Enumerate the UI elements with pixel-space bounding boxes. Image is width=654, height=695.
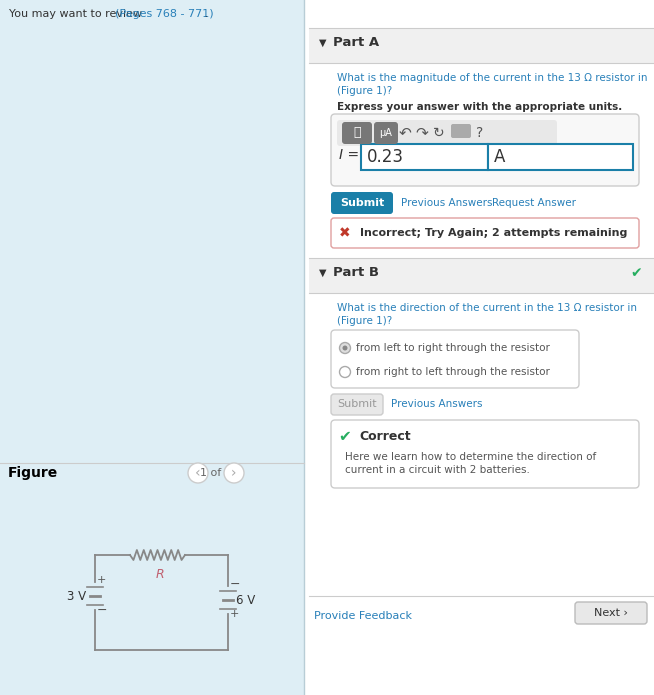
Text: μA: μA (379, 128, 392, 138)
Text: ↶: ↶ (399, 126, 411, 140)
Circle shape (339, 343, 351, 354)
Text: ‹: ‹ (195, 466, 201, 480)
Circle shape (343, 345, 347, 350)
FancyBboxPatch shape (331, 218, 639, 248)
FancyBboxPatch shape (331, 192, 393, 214)
Text: Submit: Submit (340, 198, 384, 208)
Text: Request Answer: Request Answer (492, 198, 576, 208)
FancyBboxPatch shape (374, 122, 398, 144)
FancyBboxPatch shape (331, 394, 383, 415)
Text: Figure: Figure (8, 466, 58, 480)
Text: −: − (97, 603, 107, 616)
FancyBboxPatch shape (331, 114, 639, 186)
Text: A: A (494, 148, 506, 166)
Text: Submit: Submit (337, 399, 377, 409)
Text: Previous Answers: Previous Answers (391, 399, 483, 409)
FancyBboxPatch shape (331, 330, 579, 388)
Text: +: + (230, 609, 239, 619)
Text: from left to right through the resistor: from left to right through the resistor (356, 343, 550, 353)
Circle shape (188, 463, 208, 483)
Text: 3 V: 3 V (67, 589, 86, 603)
Text: 1 of 1: 1 of 1 (200, 468, 232, 478)
FancyBboxPatch shape (337, 120, 557, 146)
Bar (488, 144, 633, 170)
Text: +: + (97, 575, 107, 585)
FancyBboxPatch shape (342, 122, 372, 144)
Text: (Pages 768 - 771): (Pages 768 - 771) (115, 9, 214, 19)
Text: ⬜: ⬜ (353, 126, 361, 140)
Text: ✖: ✖ (339, 226, 351, 240)
Text: R: R (156, 568, 164, 581)
Text: What is the direction of the current in the 13 Ω resistor in: What is the direction of the current in … (337, 303, 637, 313)
FancyBboxPatch shape (451, 124, 471, 138)
Text: ✔: ✔ (339, 430, 351, 445)
Text: (Figure 1)?: (Figure 1)? (337, 86, 392, 96)
FancyBboxPatch shape (575, 602, 647, 624)
Text: 0.23: 0.23 (367, 148, 404, 166)
Text: ?: ? (476, 126, 483, 140)
Text: Provide Feedback: Provide Feedback (314, 611, 412, 621)
Text: Correct: Correct (359, 430, 411, 443)
Text: Previous Answers: Previous Answers (401, 198, 492, 208)
Text: ↷: ↷ (416, 126, 428, 140)
Bar (361, 144, 488, 170)
Text: −: − (230, 578, 241, 591)
Circle shape (224, 463, 244, 483)
Text: ›: › (232, 466, 237, 480)
FancyBboxPatch shape (331, 420, 639, 488)
Text: ▼: ▼ (319, 38, 326, 48)
Text: from right to left through the resistor: from right to left through the resistor (356, 367, 550, 377)
Text: Part A: Part A (333, 37, 379, 49)
Bar (309, 28, 654, 63)
Text: Express your answer with the appropriate units.: Express your answer with the appropriate… (337, 102, 622, 112)
Text: 6 V: 6 V (236, 594, 255, 607)
Circle shape (339, 366, 351, 377)
Text: What is the magnitude of the current in the 13 Ω resistor in: What is the magnitude of the current in … (337, 73, 647, 83)
Text: You may want to review: You may want to review (9, 9, 146, 19)
Text: ✔: ✔ (630, 266, 642, 280)
Text: ↻: ↻ (433, 126, 445, 140)
Text: I =: I = (339, 148, 359, 162)
Text: (Figure 1)?: (Figure 1)? (337, 316, 392, 326)
Text: .: . (201, 9, 208, 19)
Text: Incorrect; Try Again; 2 attempts remaining: Incorrect; Try Again; 2 attempts remaini… (360, 228, 627, 238)
Text: current in a circuit with 2 batteries.: current in a circuit with 2 batteries. (345, 465, 530, 475)
Text: Next ›: Next › (594, 608, 628, 618)
Bar (309, 258, 654, 293)
Text: Here we learn how to determine the direction of: Here we learn how to determine the direc… (345, 452, 596, 462)
Text: Part B: Part B (333, 266, 379, 279)
Bar (0, 0, 304, 695)
Text: ▼: ▼ (319, 268, 326, 278)
